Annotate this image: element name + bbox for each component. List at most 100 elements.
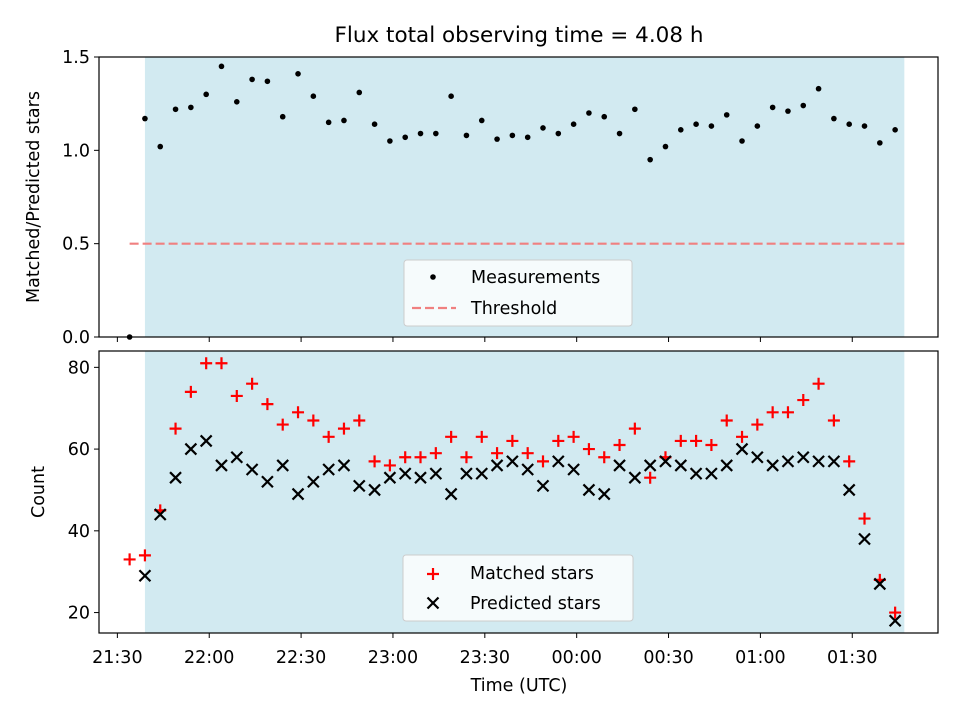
matched-star-marker [399,451,412,464]
measurement-point [172,106,179,113]
measurement-point [325,119,332,126]
measurement-point [310,93,317,99]
measurement-point [157,143,164,150]
predicted-star-marker [521,463,534,476]
predicted-star-marker [337,459,351,472]
matched-star-marker [368,455,381,468]
legend-predicted-label: Predicted stars [470,594,601,614]
x-tick-label: 01:30 [827,648,877,668]
predicted-star-marker [812,455,825,468]
matched-star-marker [475,430,488,443]
x-tick-label: 21:30 [92,648,142,668]
predicted-star-marker [414,471,427,484]
legend-predicted-marker [426,596,440,610]
predicted-star-marker [276,459,290,472]
predicted-star-marker [705,467,718,480]
matched-star-marker [169,422,182,435]
matched-star-marker [889,606,902,619]
y-tick-label: 80 [68,358,90,378]
matched-star-marker [827,414,840,427]
predicted-star-marker [245,463,259,476]
matched-star-marker [644,471,657,484]
predicted-star-marker [199,434,213,448]
predicted-star-marker [613,459,626,472]
measurement-point [233,99,240,105]
matched-star-marker [705,439,718,451]
measurement-point [586,110,592,116]
measurement-point [433,130,439,137]
predicted-star-marker [444,487,458,501]
matched-star-marker [690,434,703,447]
measurement-point [831,115,837,122]
count-legend: Matched stars Predicted stars [402,554,634,622]
measurement-point [295,71,301,77]
legend-matched-marker [427,568,439,580]
predicted-star-marker [628,471,642,484]
measurement-point [478,117,485,124]
predicted-star-marker [506,455,519,468]
measurement-point [785,108,791,114]
measurement-point [708,123,715,129]
measurement-point [203,91,209,98]
matched-star-marker [613,439,626,451]
matched-star-marker [797,394,810,407]
predicted-star-marker [796,450,810,464]
measurement-point [463,132,470,139]
matched-star-marker [567,430,580,443]
predicted-star-marker [460,467,473,480]
predicted-star-marker [322,463,335,476]
measurement-point [279,113,286,120]
measurement-point [264,78,271,85]
y-tick-label: 0.0 [62,328,90,348]
count-axes-frame [98,350,939,634]
matched-star-marker [491,447,504,460]
matched-star-marker [292,406,305,419]
predicted-star-marker [643,459,657,472]
measurement-point [800,102,807,109]
measurement-point [417,130,424,137]
matched-star-marker [414,451,427,464]
predicted-star-marker [659,455,672,468]
measurement-point [754,123,761,129]
measurement-point [723,112,730,118]
y-tick-label: 1.0 [62,141,90,161]
predicted-star-marker [827,455,841,468]
matched-star-marker [215,357,228,370]
measurement-point [570,121,577,127]
matched-star-marker [307,414,320,427]
predicted-star-marker [552,455,565,468]
chart-title: Flux total observing time = 4.08 h [335,23,704,48]
predicted-star-marker [490,459,504,472]
matched-star-marker [521,447,534,460]
y-tick-label: 60 [68,440,90,460]
measurement-point [371,121,378,127]
measurement-point [892,127,898,133]
matched-star-marker [261,398,274,411]
predicted-star-marker [429,467,443,480]
matched-star-marker [200,357,213,370]
matched-star-marker [736,430,749,443]
ratio-panel: 0.0 0.5 1.0 1.5 Matched/Predicted stars Mea… [24,48,939,348]
predicted-stars-points [138,434,902,628]
measurement-point [616,130,623,137]
predicted-star-marker [352,479,366,493]
matched-star-marker [674,434,687,447]
measurement-point [142,115,148,122]
predicted-star-marker [781,455,795,468]
legend-measurement-marker [430,274,436,280]
predicted-star-marker [582,483,596,497]
x-tick-label: 01:00 [735,648,785,668]
measurement-point [693,121,699,127]
predicted-star-marker [842,483,856,497]
y-tick-label: 0.5 [62,235,90,255]
x-tick-label: 00:00 [551,648,601,668]
matched-star-marker [751,418,764,431]
predicted-star-marker [536,479,550,493]
x-tick-label: 23:00 [368,648,418,668]
measurement-point [341,117,347,124]
measurement-point [815,85,822,92]
predicted-star-marker [766,459,779,472]
predicted-star-marker [138,569,152,583]
matched-star-marker [812,377,825,390]
